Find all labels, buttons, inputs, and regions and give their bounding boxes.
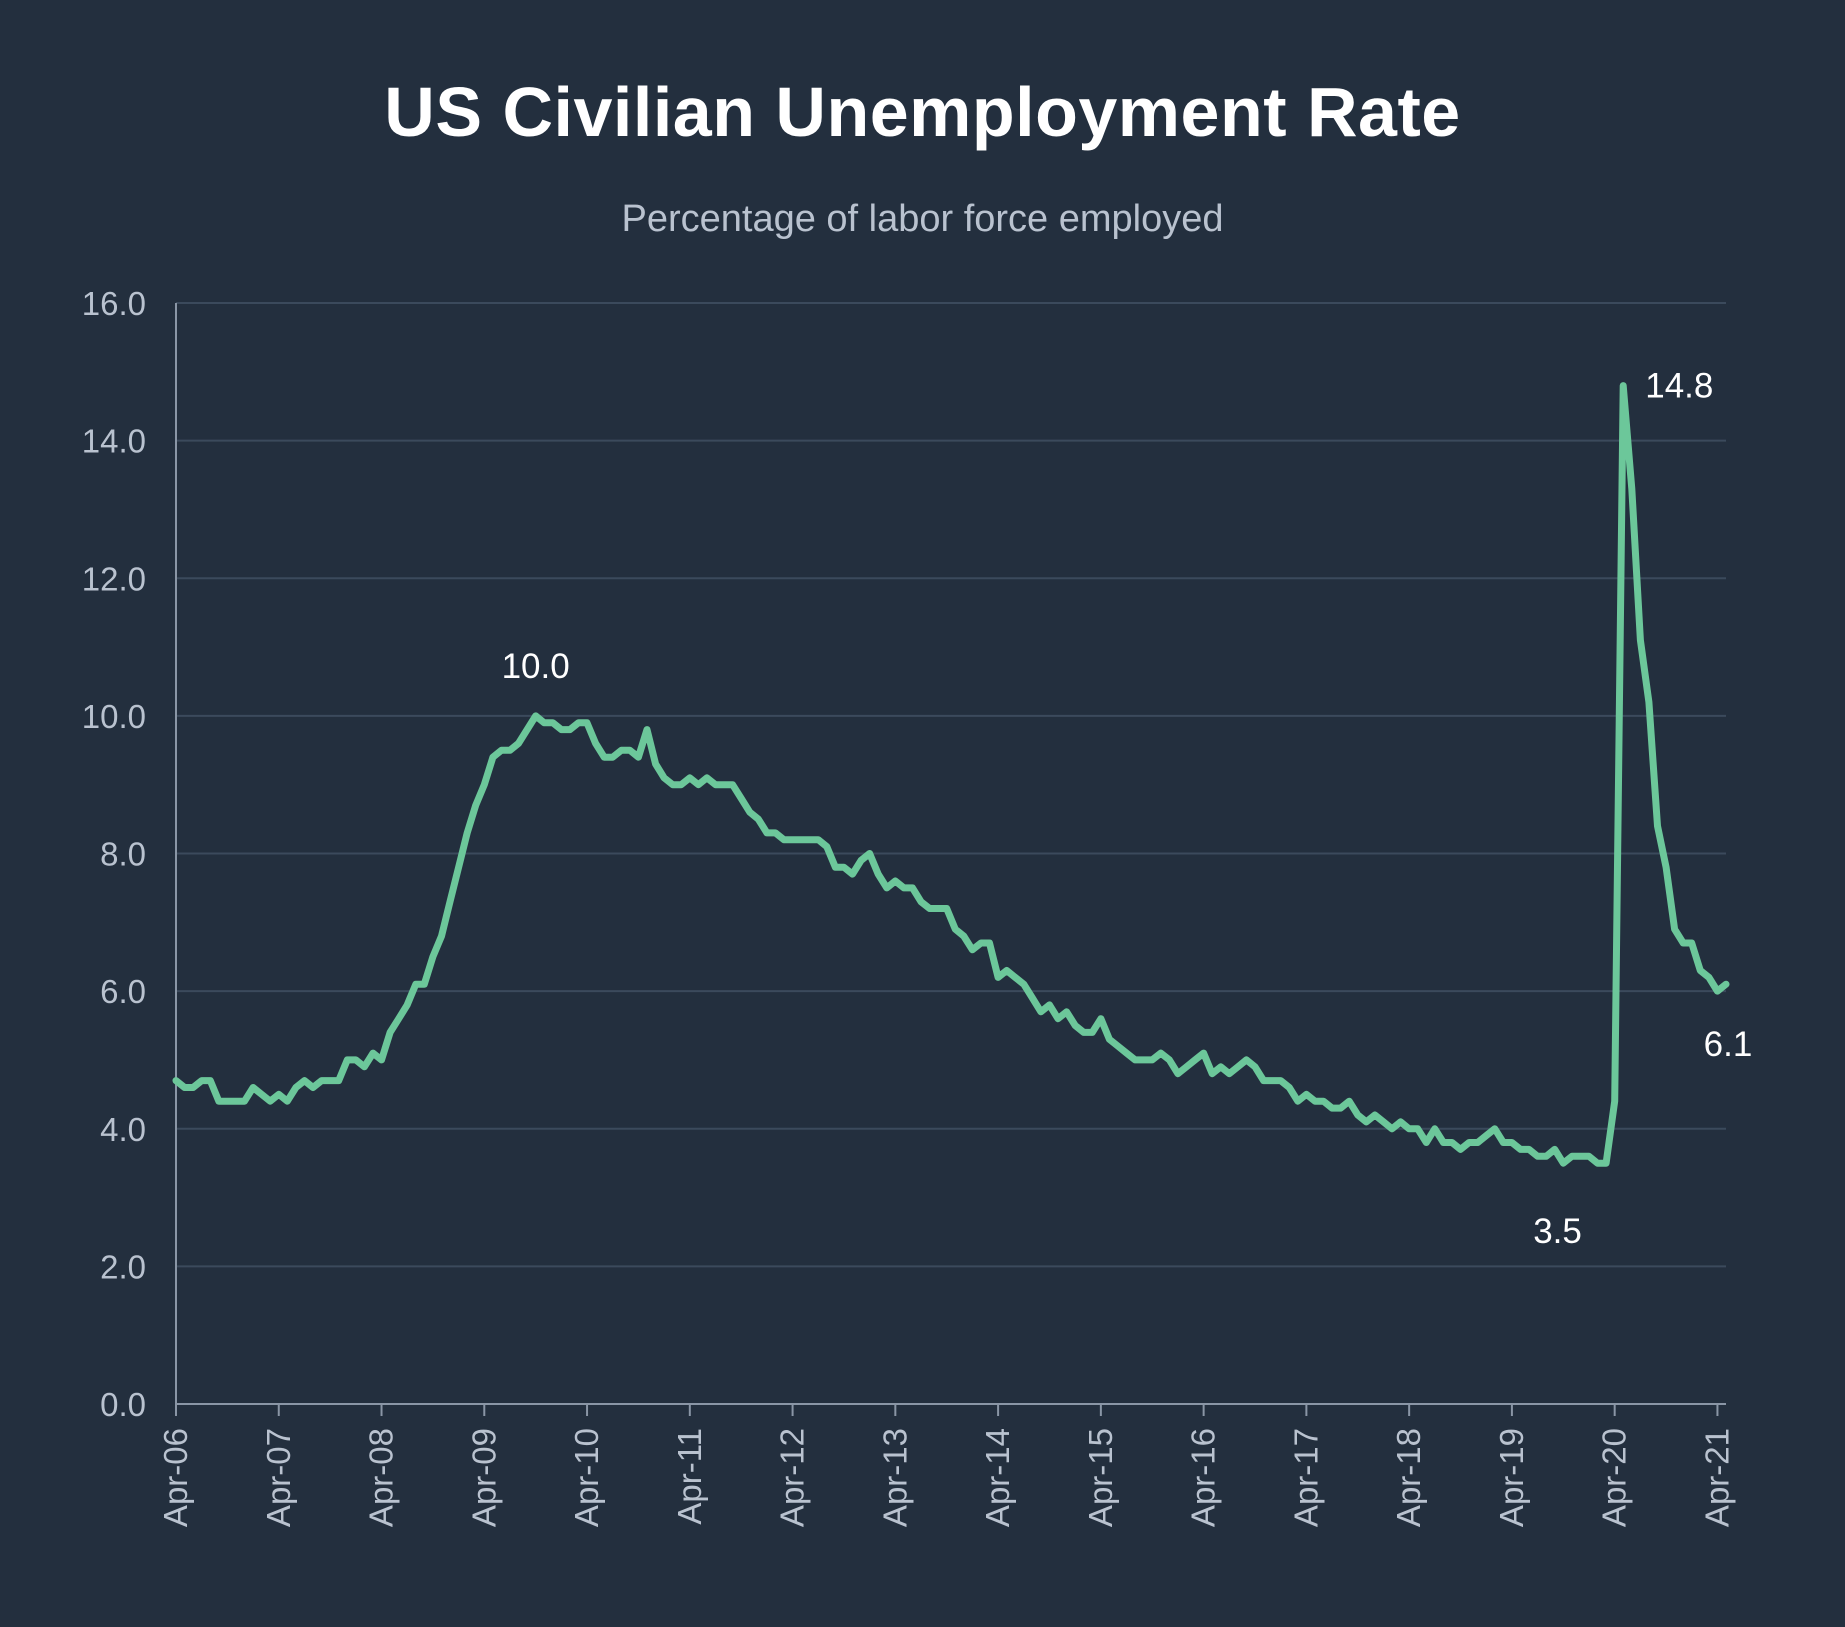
- x-tick-label: Apr-17: [1287, 1428, 1324, 1527]
- chart-title: US Civilian Unemployment Rate: [384, 73, 1461, 151]
- chart-subtitle: Percentage of labor force employed: [621, 198, 1224, 240]
- x-tick-label: Apr-18: [1390, 1428, 1427, 1527]
- x-tick-label: Apr-09: [465, 1428, 502, 1527]
- series-line: [172, 382, 1730, 1167]
- y-tick-label: 16.0: [82, 285, 146, 322]
- x-tick-label: Apr-19: [1493, 1428, 1530, 1527]
- annotation-label: 14.8: [1645, 367, 1713, 406]
- y-tick-label: 10.0: [82, 698, 146, 735]
- y-tick-label: 14.0: [82, 423, 146, 460]
- x-tick-label: Apr-06: [157, 1428, 194, 1527]
- annotation-label: 3.5: [1533, 1212, 1582, 1251]
- y-tick-label: 8.0: [100, 836, 146, 873]
- x-tick-label: Apr-11: [671, 1428, 708, 1525]
- y-tick-label: 4.0: [100, 1111, 146, 1148]
- y-tick-label: 2.0: [100, 1248, 146, 1285]
- x-tick-label: Apr-07: [260, 1428, 297, 1527]
- y-axis-ticks: 0.0 2.0 4.0 6.0 8.0 10.0 12.0 14.0 16.0: [82, 285, 146, 1423]
- axes: [175, 303, 1726, 1405]
- x-tick-label: Apr-21: [1698, 1428, 1735, 1527]
- x-tick-label: Apr-13: [876, 1428, 913, 1527]
- series-layer: [172, 382, 1730, 1167]
- y-tick-label: 6.0: [100, 973, 146, 1010]
- annotation-label: 10.0: [502, 647, 570, 686]
- annotation-label: 6.1: [1704, 1025, 1753, 1064]
- x-tick-label: Apr-08: [363, 1428, 400, 1527]
- gridlines: [176, 302, 1726, 1268]
- x-tick-label: Apr-10: [568, 1428, 605, 1527]
- y-tick-label: 0.0: [100, 1386, 146, 1423]
- y-tick-label: 12.0: [82, 560, 146, 597]
- x-tick-label: Apr-12: [774, 1428, 811, 1527]
- x-tick-label: Apr-15: [1082, 1428, 1119, 1527]
- x-tick-label: Apr-14: [979, 1428, 1016, 1527]
- annotations: 10.0 14.8 3.5 6.1: [502, 367, 1753, 1252]
- x-tick-label: Apr-20: [1596, 1428, 1633, 1527]
- x-axis-ticks: Apr-06 Apr-07 Apr-08 Apr-09 Apr-10 Apr-11 Apr-…: [157, 1404, 1735, 1527]
- x-tick-label: Apr-16: [1185, 1428, 1222, 1527]
